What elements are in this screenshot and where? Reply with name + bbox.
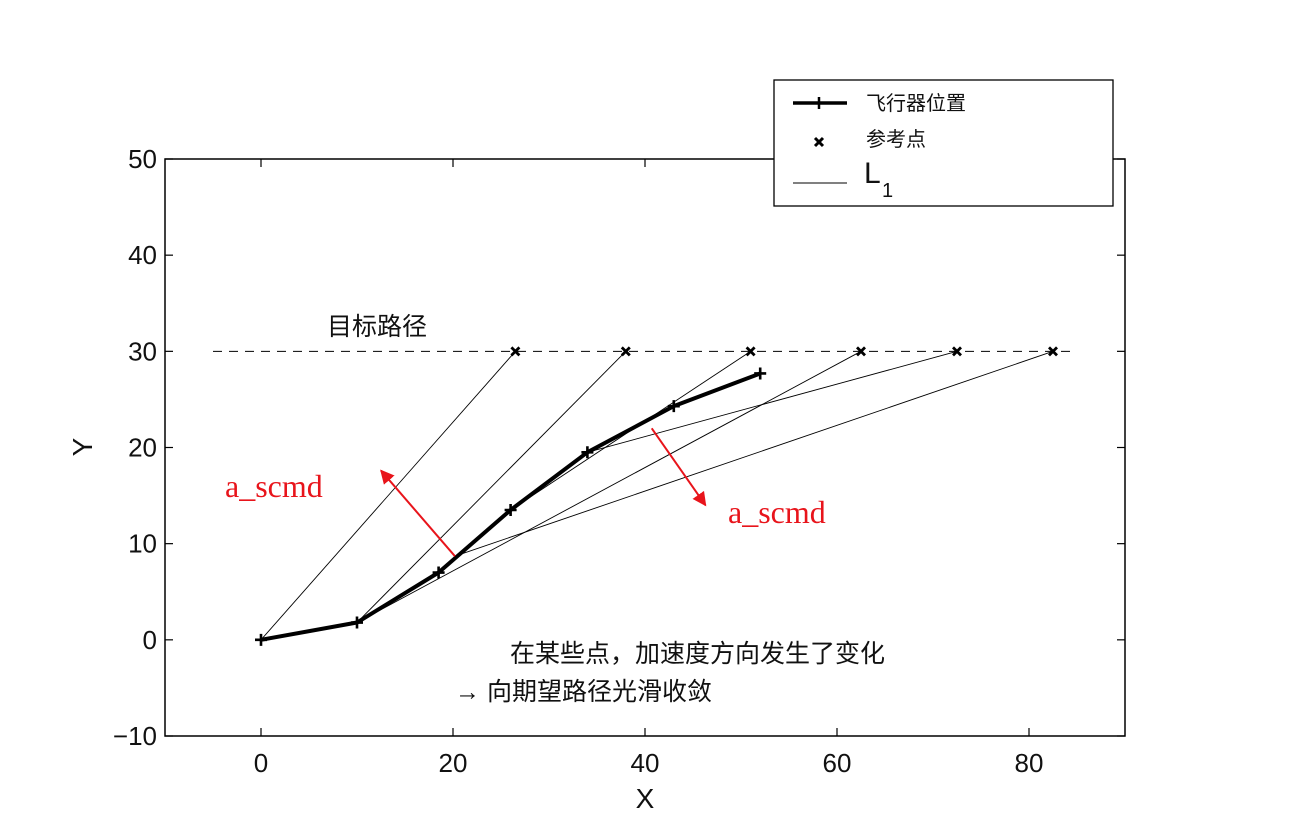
acceleration-arrow bbox=[650, 427, 707, 507]
vehicle-position-marker bbox=[351, 616, 363, 629]
note-line-1: 在某些点，加速度方向发生了变化 bbox=[510, 640, 885, 668]
note-line-2: → 向期望路径光滑收敛 bbox=[455, 678, 712, 706]
legend-l1-subscript: 1 bbox=[882, 180, 893, 202]
accel-label-right: a_scmd bbox=[728, 494, 826, 530]
vehicle-position-marker bbox=[667, 400, 680, 413]
l1-line bbox=[356, 350, 862, 623]
reference-point-marker bbox=[745, 346, 756, 357]
target-path-label: 目标路径 bbox=[327, 313, 427, 341]
legend-reference-label: 参考点 bbox=[866, 128, 926, 151]
y-axis-title: Y bbox=[67, 437, 98, 456]
reference-point-marker bbox=[1048, 346, 1058, 357]
y-tick-label: 0 bbox=[143, 625, 157, 655]
y-tick-label: 30 bbox=[128, 336, 157, 366]
y-tick-label: −10 bbox=[113, 721, 157, 751]
y-tick-label: 50 bbox=[128, 144, 157, 174]
ticks-layer: 0 20 40 60 80 −10 0 10 20 30 40 50 bbox=[113, 144, 1125, 778]
legend-reference-marker bbox=[813, 136, 825, 148]
legend-box bbox=[773, 79, 1114, 207]
x-tick-label: 20 bbox=[439, 748, 468, 778]
legend: 飞行器位置 参考点 L 1 bbox=[773, 79, 1114, 207]
legend-l1-label: L bbox=[864, 157, 881, 190]
reference-point-marker bbox=[510, 346, 521, 357]
l1-line bbox=[587, 350, 958, 453]
vehicle-position-marker bbox=[255, 633, 267, 646]
vehicle-position-marker bbox=[581, 446, 594, 459]
legend-vehicle-label: 飞行器位置 bbox=[866, 92, 966, 115]
l1-line bbox=[356, 351, 627, 623]
x-axis-title: X bbox=[636, 783, 655, 814]
x-tick-label: 80 bbox=[1015, 748, 1044, 778]
vehicle-position-marker bbox=[754, 367, 767, 380]
reference-point-marker bbox=[952, 346, 962, 357]
y-tick-label: 10 bbox=[128, 529, 157, 559]
acceleration-arrow bbox=[380, 469, 456, 557]
legend-vehicle-marker bbox=[813, 97, 825, 109]
y-tick-label: 40 bbox=[128, 240, 157, 270]
vehicle-position-marker bbox=[504, 504, 517, 517]
l1-line bbox=[260, 351, 516, 641]
x-tick-label: 60 bbox=[823, 748, 852, 778]
reference-point-marker bbox=[620, 346, 631, 357]
x-tick-label: 40 bbox=[631, 748, 660, 778]
x-tick-label: 0 bbox=[254, 748, 268, 778]
y-tick-label: 20 bbox=[128, 433, 157, 463]
l1-line bbox=[457, 350, 1054, 556]
vehicle-position-marker bbox=[432, 566, 445, 579]
reference-point-marker bbox=[856, 346, 866, 357]
data-layer bbox=[213, 346, 1077, 646]
accel-label-left: a_scmd bbox=[225, 468, 323, 504]
